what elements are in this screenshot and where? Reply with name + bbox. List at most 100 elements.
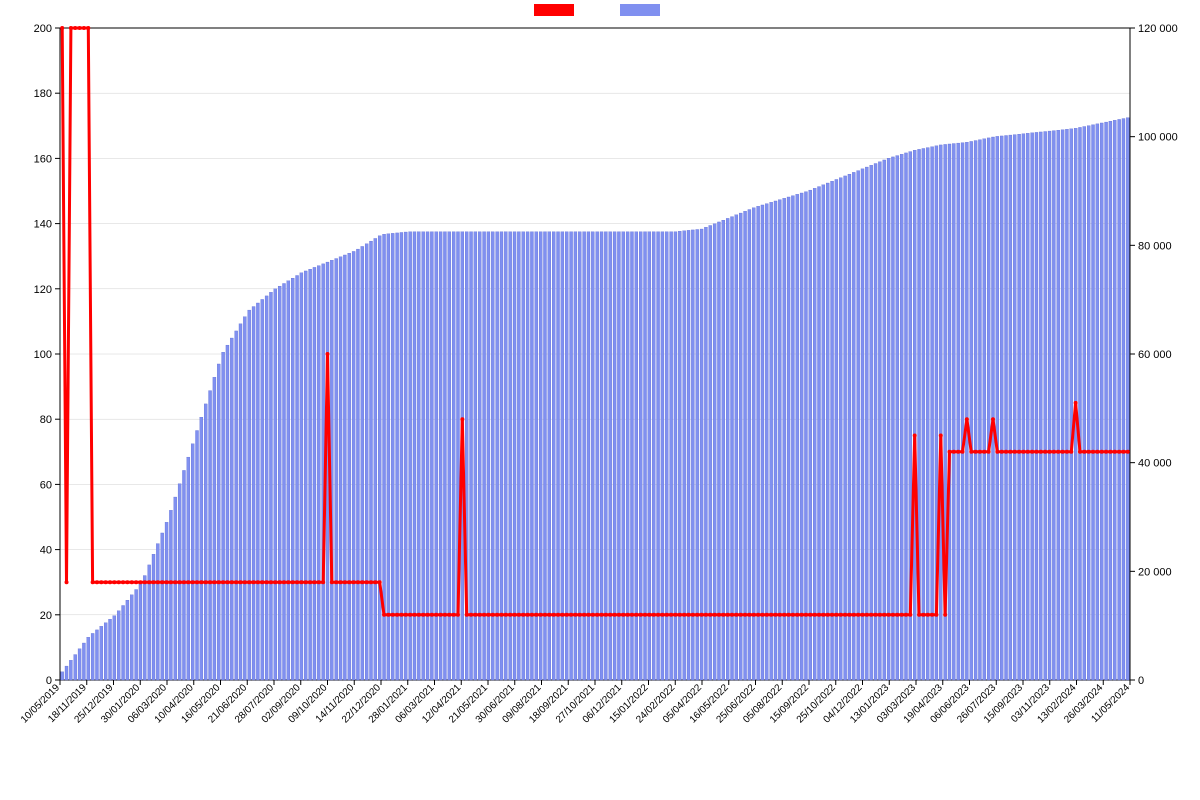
bar bbox=[1013, 135, 1016, 680]
line-marker bbox=[821, 613, 825, 617]
bar bbox=[761, 205, 764, 680]
bar bbox=[687, 230, 690, 680]
y-left-tick-label: 120 bbox=[34, 284, 52, 296]
y-left-tick-label: 100 bbox=[34, 349, 52, 361]
line-marker bbox=[926, 613, 930, 617]
line-marker bbox=[256, 580, 260, 584]
bar bbox=[439, 232, 442, 680]
bar bbox=[835, 179, 838, 680]
line-marker bbox=[395, 613, 399, 617]
bar bbox=[778, 200, 781, 680]
line-marker bbox=[1048, 450, 1052, 454]
line-marker bbox=[156, 580, 160, 584]
line-marker bbox=[104, 580, 108, 584]
bar bbox=[913, 150, 916, 680]
line-marker bbox=[299, 580, 303, 584]
bar bbox=[1083, 127, 1086, 680]
bar bbox=[796, 194, 799, 680]
line-marker bbox=[704, 613, 708, 617]
bar bbox=[604, 232, 607, 680]
line-marker bbox=[713, 613, 717, 617]
line-marker bbox=[513, 613, 517, 617]
line-marker bbox=[887, 613, 891, 617]
line-marker bbox=[1121, 450, 1125, 454]
line-marker bbox=[747, 613, 751, 617]
bar bbox=[648, 232, 651, 680]
bar bbox=[574, 232, 577, 680]
bar bbox=[361, 246, 364, 680]
bar bbox=[117, 611, 120, 680]
bar bbox=[987, 138, 990, 680]
line-marker bbox=[1078, 450, 1082, 454]
line-marker bbox=[321, 580, 325, 584]
line-marker bbox=[69, 26, 73, 30]
line-marker bbox=[304, 580, 308, 584]
line-marker bbox=[417, 613, 421, 617]
line-marker bbox=[687, 613, 691, 617]
y-left-tick-label: 200 bbox=[34, 23, 52, 35]
bar bbox=[630, 232, 633, 680]
bar bbox=[661, 232, 664, 680]
bar bbox=[748, 210, 751, 680]
y-right-tick-label: 120 000 bbox=[1138, 23, 1178, 35]
line-marker bbox=[708, 613, 712, 617]
line-marker bbox=[582, 613, 586, 617]
bar bbox=[804, 192, 807, 680]
line-marker bbox=[269, 580, 273, 584]
line-marker bbox=[326, 352, 330, 356]
bar bbox=[78, 649, 81, 680]
line-marker bbox=[234, 580, 238, 584]
line-marker bbox=[404, 613, 408, 617]
bar bbox=[578, 232, 581, 680]
y-left-tick-label: 160 bbox=[34, 153, 52, 165]
line-marker bbox=[1113, 450, 1117, 454]
line-marker bbox=[700, 613, 704, 617]
bar bbox=[113, 616, 116, 680]
line-marker bbox=[369, 580, 373, 584]
bar bbox=[539, 232, 542, 680]
line-marker bbox=[247, 580, 251, 584]
bar bbox=[87, 637, 90, 680]
bar bbox=[674, 232, 677, 680]
bar bbox=[252, 307, 255, 680]
bar bbox=[713, 224, 716, 680]
bar bbox=[730, 217, 733, 680]
line-marker bbox=[613, 613, 617, 617]
line-marker bbox=[813, 613, 817, 617]
line-marker bbox=[60, 26, 64, 30]
line-marker bbox=[460, 417, 464, 421]
line-marker bbox=[739, 613, 743, 617]
line-marker bbox=[239, 580, 243, 584]
line-marker bbox=[230, 580, 234, 584]
line-marker bbox=[117, 580, 121, 584]
line-marker bbox=[800, 613, 804, 617]
line-marker bbox=[547, 613, 551, 617]
bar bbox=[557, 232, 560, 680]
bar bbox=[317, 266, 320, 680]
legend-swatch-bars bbox=[620, 4, 660, 16]
bar bbox=[74, 655, 77, 680]
line-marker bbox=[347, 580, 351, 584]
line-marker bbox=[839, 613, 843, 617]
bar bbox=[948, 144, 951, 680]
line-marker bbox=[1008, 450, 1012, 454]
line-marker bbox=[121, 580, 125, 584]
y-left-tick-label: 180 bbox=[34, 88, 52, 100]
bar bbox=[587, 232, 590, 680]
bar bbox=[591, 232, 594, 680]
line-marker bbox=[1017, 450, 1021, 454]
line-marker bbox=[308, 580, 312, 584]
line-marker bbox=[691, 613, 695, 617]
bar bbox=[230, 338, 233, 680]
line-marker bbox=[1117, 450, 1121, 454]
line-marker bbox=[634, 613, 638, 617]
bar bbox=[1113, 120, 1116, 680]
line-marker bbox=[265, 580, 269, 584]
bar bbox=[683, 231, 686, 680]
line-marker bbox=[734, 613, 738, 617]
line-marker bbox=[204, 580, 208, 584]
line-marker bbox=[1100, 450, 1104, 454]
line-marker bbox=[991, 417, 995, 421]
line-marker bbox=[112, 580, 116, 584]
bar bbox=[717, 222, 720, 680]
